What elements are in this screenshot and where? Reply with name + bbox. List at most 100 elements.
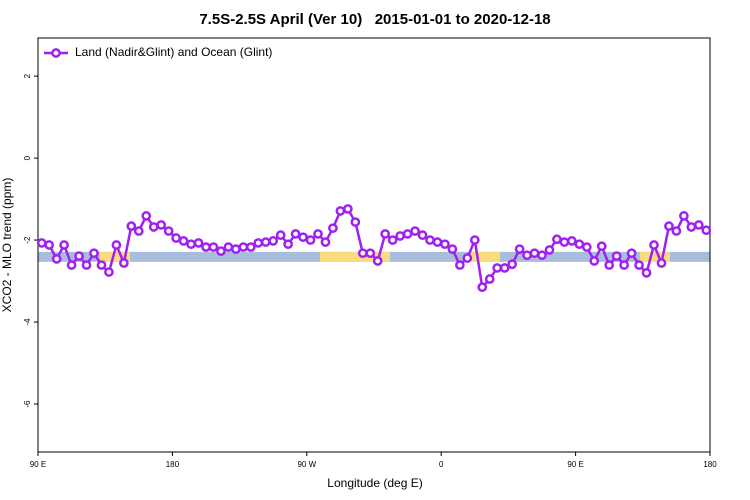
series-line [41, 207, 707, 290]
data-point [365, 248, 376, 259]
data-point [81, 260, 92, 270]
data-point [171, 233, 181, 243]
x-tick-label: 90 E [30, 460, 46, 469]
data-point [59, 240, 69, 250]
data-point [432, 237, 443, 247]
y-tick-label: -4 [23, 318, 32, 326]
data-point [201, 242, 211, 252]
data-point [462, 253, 473, 263]
data-point [693, 220, 704, 230]
data-point [641, 268, 652, 278]
data-point [589, 256, 600, 266]
data-point [298, 232, 308, 243]
data-point [537, 250, 547, 261]
data-point [410, 226, 420, 236]
plot-frame [37, 37, 711, 453]
data-point [275, 230, 286, 241]
data-point [552, 234, 562, 245]
data-point [567, 236, 577, 246]
data-point [238, 242, 249, 252]
data-point [357, 248, 368, 259]
data-point [581, 242, 592, 252]
data-point [66, 260, 77, 270]
data-point [231, 244, 241, 254]
data-point [186, 239, 196, 250]
legend-label: Land (Nadir&Glint) and Ocean (Glint) [75, 45, 272, 59]
data-point [163, 226, 174, 236]
data-point [119, 258, 129, 268]
x-tick-label: 180 [703, 460, 717, 469]
data-point [529, 248, 540, 259]
data-point [447, 244, 458, 254]
data-point [425, 235, 435, 245]
data-point [469, 235, 480, 245]
legend-marker [51, 48, 61, 58]
data-point [133, 226, 144, 236]
x-tick-label: 180 [166, 460, 180, 469]
data-point [522, 250, 532, 261]
data-point [686, 222, 697, 232]
x-tick-label: 90 W [297, 460, 316, 469]
data-point [664, 221, 674, 231]
data-point [596, 241, 607, 252]
x-tick-label: 90 E [567, 460, 583, 469]
data-point [335, 206, 346, 216]
data-point [96, 260, 107, 270]
data-point [283, 239, 293, 250]
data-point [372, 256, 383, 266]
data-point [574, 239, 585, 250]
data-point [260, 237, 271, 247]
data-point [440, 239, 450, 250]
data-point [649, 240, 659, 250]
data-point [484, 274, 495, 284]
data-point [634, 260, 644, 270]
data-point [193, 238, 204, 248]
x-axis-label: Longitude (deg E) [327, 476, 422, 490]
data-point [141, 211, 152, 221]
data-point [402, 229, 413, 239]
data-point [544, 245, 555, 255]
data-point [395, 231, 405, 241]
data-point [89, 248, 99, 259]
data-point [514, 244, 525, 254]
y-axis-label: XCO2 - MLO trend (ppm) [0, 178, 14, 313]
data-point [290, 229, 301, 239]
data-point [111, 240, 122, 250]
x-tick-label: 0 [439, 460, 444, 469]
data-point [44, 240, 55, 250]
data-point [679, 211, 689, 221]
data-point [455, 260, 465, 270]
data-point [492, 263, 503, 273]
data-point [559, 237, 570, 247]
data-point [656, 258, 667, 268]
data-point [417, 230, 428, 241]
data-point [626, 248, 637, 259]
data-point [245, 242, 256, 252]
data-point [148, 222, 159, 232]
data-point [305, 235, 316, 245]
data-point [216, 246, 226, 256]
data-point [611, 251, 622, 261]
y-tick-label: 0 [23, 155, 32, 160]
data-point [328, 223, 338, 234]
data-point [208, 242, 219, 252]
data-point [701, 225, 712, 236]
data-point [36, 238, 47, 248]
data-point [380, 229, 391, 239]
data-point [499, 263, 510, 273]
data-point [268, 236, 279, 246]
data-point [619, 260, 629, 270]
y-tick-label: -6 [23, 400, 32, 408]
data-point [253, 238, 264, 248]
data-point [126, 221, 137, 231]
y-tick-label: 2 [23, 73, 32, 78]
data-point [343, 204, 353, 214]
data-point [178, 236, 189, 246]
data-point [320, 237, 331, 247]
data-point [223, 242, 234, 252]
data-point [604, 260, 615, 270]
data-point [350, 217, 361, 227]
data-point [156, 220, 167, 230]
